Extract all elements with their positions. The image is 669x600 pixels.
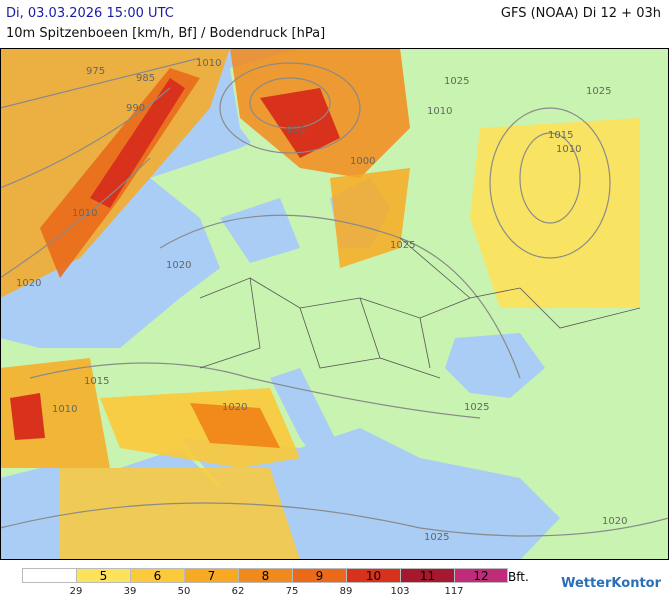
isobar-label: 1010 — [196, 58, 221, 69]
parameter-title: 10m Spitzenboeen [km/h, Bf] / Bodendruck… — [6, 26, 326, 41]
legend-class-cell: 12 — [454, 568, 508, 583]
gust-zone-baltic — [330, 168, 410, 268]
isobar-label: 985 — [136, 73, 155, 84]
gust-zone-iberia — [0, 358, 110, 468]
legend-tick-label: 75 — [285, 586, 299, 597]
isobar-label: 1020 — [16, 278, 41, 289]
isobar-label: 990 — [286, 125, 305, 136]
isobar-label: 1020 — [166, 260, 191, 271]
isobar-europe-2 — [29, 362, 481, 419]
forecast-datetime: Di, 03.03.2026 15:00 UTC — [6, 6, 174, 21]
isobar-europe-1 — [159, 214, 521, 379]
gust-zone-core — [90, 78, 185, 208]
gust-zone-africa — [60, 468, 300, 560]
legend-tick-label: 29 — [69, 586, 83, 597]
isobar-label: 1010 — [52, 404, 77, 415]
isobar-label: 1010 — [72, 208, 97, 219]
legend-tick-label: 39 — [123, 586, 137, 597]
legend-class-cell: 6 — [130, 568, 184, 583]
legend-class-cell: 9 — [292, 568, 346, 583]
gust-zone-iberia-core — [10, 393, 45, 440]
isobar-high-russia-2 — [489, 107, 611, 259]
legend-class-cell: 10 — [346, 568, 400, 583]
brand-logo: WetterKontor — [561, 576, 661, 591]
isobar-label: 1020 — [222, 402, 247, 413]
legend-class-cell: 7 — [184, 568, 238, 583]
isobar-label: 1025 — [444, 76, 469, 87]
legend-class-cell — [22, 568, 76, 583]
legend-tick-label: 103 — [390, 586, 410, 597]
model-run-label: GFS (NOAA) Di 12 + 03h — [500, 6, 661, 21]
isobar-label: 1025 — [586, 86, 611, 97]
legend-tick-label: 89 — [339, 586, 353, 597]
black-sea — [445, 333, 545, 398]
gust-legend: 5 6 7 8 9 10 11 12 — [22, 568, 508, 584]
gust-zone-russia — [470, 118, 640, 308]
legend-tick-label: 62 — [231, 586, 245, 597]
legend-tick-label: 50 — [177, 586, 191, 597]
isobar-label: 975 — [86, 66, 105, 77]
isobar-label: 1020 — [602, 516, 627, 527]
legend-class-cell: 5 — [76, 568, 130, 583]
legend-unit: Bft. — [508, 570, 529, 584]
gust-shading — [0, 48, 640, 560]
isobar-label: 1025 — [424, 532, 449, 543]
isobar-label: 1025 — [464, 402, 489, 413]
isobar-high-russia — [519, 132, 581, 224]
isobar-low-scandinavia — [249, 77, 331, 129]
isobar-atlantic-1 — [0, 57, 201, 109]
isobar-label: 1025 — [390, 240, 415, 251]
isobars — [0, 57, 669, 537]
legend-class-cell: 11 — [400, 568, 454, 583]
weather-map: 975 985 990 1010 990 1000 1025 1010 1015… — [0, 48, 669, 560]
isobar-label: 990 — [126, 103, 145, 114]
isobar-south — [0, 502, 669, 537]
isobar-atlantic-3 — [0, 157, 151, 279]
legend-tick-label: 117 — [444, 586, 464, 597]
isobar-low-scandinavia-2 — [219, 62, 361, 154]
country-borders — [199, 237, 641, 379]
isobar-atlantic-2 — [0, 87, 171, 189]
isobar-label: 1015 — [548, 130, 573, 141]
isobar-label: 1015 — [84, 376, 109, 387]
isobar-label: 1010 — [427, 106, 452, 117]
legend-class-cell: 8 — [238, 568, 292, 583]
north-sea — [220, 198, 300, 263]
gust-zone-scand-core — [260, 88, 340, 158]
gust-zone-med-core — [190, 403, 280, 448]
isobar-label: 1000 — [350, 156, 375, 167]
isobar-label: 1010 — [556, 144, 581, 155]
